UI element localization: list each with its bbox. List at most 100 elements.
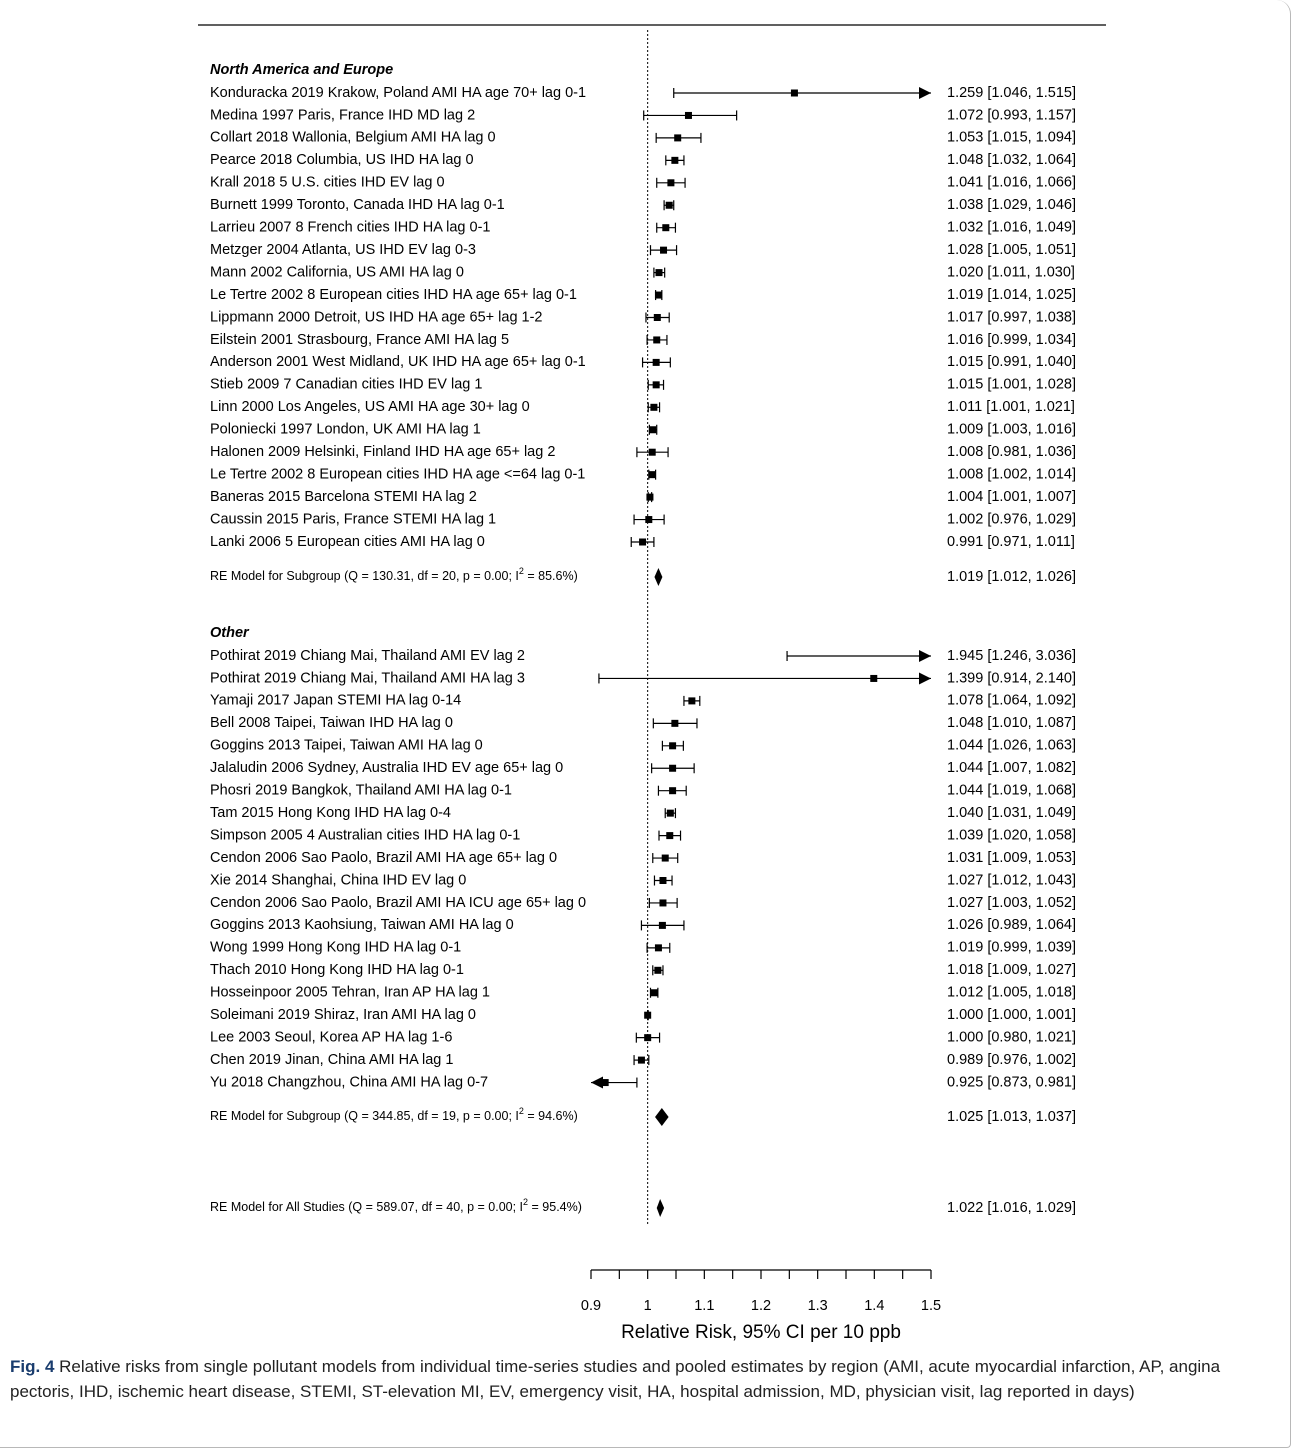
- study-label: Cendon 2006 Sao Paolo, Brazil AMI HA ICU…: [210, 895, 586, 911]
- study-ci-text: 1.048 [1.010, 1.087]: [947, 715, 1076, 731]
- group-header: Other: [210, 625, 250, 641]
- study-label: Soleimani 2019 Shiraz, Iran AMI HA lag 0: [210, 1007, 476, 1023]
- figure-label: Fig. 4: [10, 1357, 55, 1376]
- study-label: Cendon 2006 Sao Paolo, Brazil AMI HA age…: [210, 850, 557, 866]
- point-estimate: [646, 493, 654, 501]
- study-ci-text: 1.041 [1.016, 1.066]: [947, 175, 1076, 191]
- study-label: Medina 1997 Paris, France IHD MD lag 2: [210, 107, 475, 123]
- point-estimate: [639, 538, 647, 546]
- point-estimate: [648, 448, 656, 456]
- point-estimate: [790, 89, 798, 97]
- point-estimate: [644, 1011, 652, 1019]
- study-ci-text: 1.399 [0.914, 2.140]: [947, 670, 1076, 686]
- point-estimate: [654, 944, 662, 952]
- study-ci-text: 1.002 [0.976, 1.029]: [947, 511, 1076, 527]
- study-ci-text: 1.008 [0.981, 1.036]: [947, 444, 1076, 460]
- study-ci-text: 1.012 [1.005, 1.018]: [947, 985, 1076, 1001]
- figure-caption: Fig. 4 Relative risks from single pollut…: [10, 1354, 1282, 1404]
- point-estimate: [650, 989, 658, 997]
- study-ci-text: 1.072 [0.993, 1.157]: [947, 107, 1076, 123]
- point-estimate: [637, 1056, 645, 1064]
- study-label: Eilstein 2001 Strasbourg, France AMI HA …: [210, 332, 509, 348]
- study-label: Caussin 2015 Paris, France STEMI HA lag …: [210, 511, 496, 527]
- study-ci-text: 1.008 [1.002, 1.014]: [947, 466, 1076, 482]
- subgroup-summary-diamond: [654, 568, 663, 586]
- study-label: Anderson 2001 West Midland, UK IHD HA ag…: [210, 354, 586, 370]
- study-label: Linn 2000 Los Angeles, US AMI HA age 30+…: [210, 399, 530, 415]
- ci-arrow-left: [591, 1076, 603, 1089]
- group-header: North America and Europe: [210, 62, 393, 78]
- study-label: Mann 2002 California, US AMI HA lag 0: [210, 264, 464, 280]
- point-estimate: [666, 809, 674, 817]
- study-label: Simpson 2005 4 Australian cities IHD HA …: [210, 827, 520, 843]
- point-estimate: [649, 426, 657, 434]
- point-estimate: [652, 381, 660, 389]
- ci-arrow-right: [919, 650, 931, 662]
- x-axis-label: Relative Risk, 95% CI per 10 ppb: [621, 1322, 901, 1343]
- study-ci-text: 0.991 [0.971, 1.011]: [947, 534, 1075, 550]
- point-estimate: [684, 111, 692, 119]
- study-ci-text: 1.019 [1.014, 1.025]: [947, 287, 1076, 303]
- study-ci-text: 1.048 [1.032, 1.064]: [947, 152, 1076, 168]
- study-ci-text: 1.000 [0.980, 1.021]: [947, 1029, 1076, 1045]
- study-ci-text: 1.027 [1.012, 1.043]: [947, 872, 1076, 888]
- point-estimate: [665, 201, 673, 209]
- x-axis-tick-label: 1: [644, 1298, 652, 1314]
- point-estimate: [654, 291, 662, 299]
- study-label: Le Tertre 2002 8 European cities IHD HA …: [210, 466, 585, 482]
- study-label: Goggins 2013 Taipei, Taiwan AMI HA lag 0: [210, 738, 483, 754]
- point-estimate: [601, 1079, 609, 1087]
- study-ci-text: 1.259 [1.046, 1.515]: [947, 85, 1076, 101]
- point-estimate: [660, 246, 668, 254]
- study-ci-text: 1.945 [1.246, 3.036]: [947, 648, 1076, 664]
- point-estimate: [661, 854, 669, 862]
- point-estimate: [648, 471, 656, 479]
- subgroup-summary-label: RE Model for Subgroup (Q = 130.31, df = …: [210, 566, 578, 583]
- point-estimate: [654, 966, 662, 974]
- overall-summary-diamond: [656, 1199, 665, 1217]
- subgroup-summary-diamond: [655, 1108, 669, 1126]
- study-ci-text: 1.009 [1.003, 1.016]: [947, 422, 1076, 438]
- point-estimate: [655, 269, 663, 277]
- study-label: Jalaludin 2006 Sydney, Australia IHD EV …: [210, 760, 563, 776]
- study-label: Konduracka 2019 Krakow, Poland AMI HA ag…: [210, 85, 586, 101]
- study-label: Burnett 1999 Toronto, Canada IHD HA lag …: [210, 197, 505, 213]
- study-ci-text: 1.032 [1.016, 1.049]: [947, 220, 1076, 236]
- study-ci-text: 1.040 [1.031, 1.049]: [947, 805, 1076, 821]
- point-estimate: [644, 1034, 652, 1042]
- subgroup-summary-label: RE Model for Subgroup (Q = 344.85, df = …: [210, 1106, 578, 1123]
- ci-arrow-right: [919, 87, 931, 99]
- forest-plot: North America and Europe Konduracka 2019 …: [198, 24, 1106, 1343]
- point-estimate: [667, 179, 675, 187]
- study-ci-text: 1.015 [0.991, 1.040]: [947, 354, 1076, 370]
- study-label: Lippmann 2000 Detroit, US IHD HA age 65+…: [210, 309, 543, 325]
- study-ci-text: 1.026 [0.989, 1.064]: [947, 917, 1076, 933]
- study-ci-text: 1.027 [1.003, 1.052]: [947, 895, 1076, 911]
- study-ci-text: 1.044 [1.026, 1.063]: [947, 738, 1076, 754]
- study-label: Yamaji 2017 Japan STEMI HA lag 0-14: [210, 693, 461, 709]
- x-axis-tick-label: 1.4: [864, 1298, 884, 1314]
- point-estimate: [671, 156, 679, 164]
- study-label: Stieb 2009 7 Canadian cities IHD EV lag …: [210, 377, 482, 393]
- study-label: Krall 2018 5 U.S. cities IHD EV lag 0: [210, 175, 445, 191]
- study-label: Pothirat 2019 Chiang Mai, Thailand AMI E…: [210, 648, 525, 664]
- study-ci-text: 1.038 [1.029, 1.046]: [947, 197, 1076, 213]
- study-label: Wong 1999 Hong Kong IHD HA lag 0-1: [210, 940, 461, 956]
- study-ci-text: 1.031 [1.009, 1.053]: [947, 850, 1076, 866]
- point-estimate: [669, 787, 677, 795]
- study-label: Tam 2015 Hong Kong IHD HA lag 0-4: [210, 805, 451, 821]
- study-ci-text: 1.004 [1.001, 1.007]: [947, 489, 1076, 505]
- point-estimate: [669, 764, 677, 772]
- point-estimate: [658, 921, 666, 929]
- study-ci-text: 1.053 [1.015, 1.094]: [947, 130, 1076, 146]
- study-label: Yu 2018 Changzhou, China AMI HA lag 0-7: [210, 1074, 488, 1090]
- caption-text: Relative risks from single pollutant mod…: [10, 1357, 1221, 1401]
- study-label: Baneras 2015 Barcelona STEMI HA lag 2: [210, 489, 477, 505]
- overall-summary-label: RE Model for All Studies (Q = 589.07, df…: [210, 1197, 582, 1214]
- study-ci-text: 1.016 [0.999, 1.034]: [947, 332, 1076, 348]
- study-label: Phosri 2019 Bangkok, Thailand AMI HA lag…: [210, 783, 512, 799]
- x-axis-tick-label: 1.1: [694, 1298, 714, 1314]
- study-label: Collart 2018 Wallonia, Belgium AMI HA la…: [210, 130, 496, 146]
- point-estimate: [652, 358, 660, 366]
